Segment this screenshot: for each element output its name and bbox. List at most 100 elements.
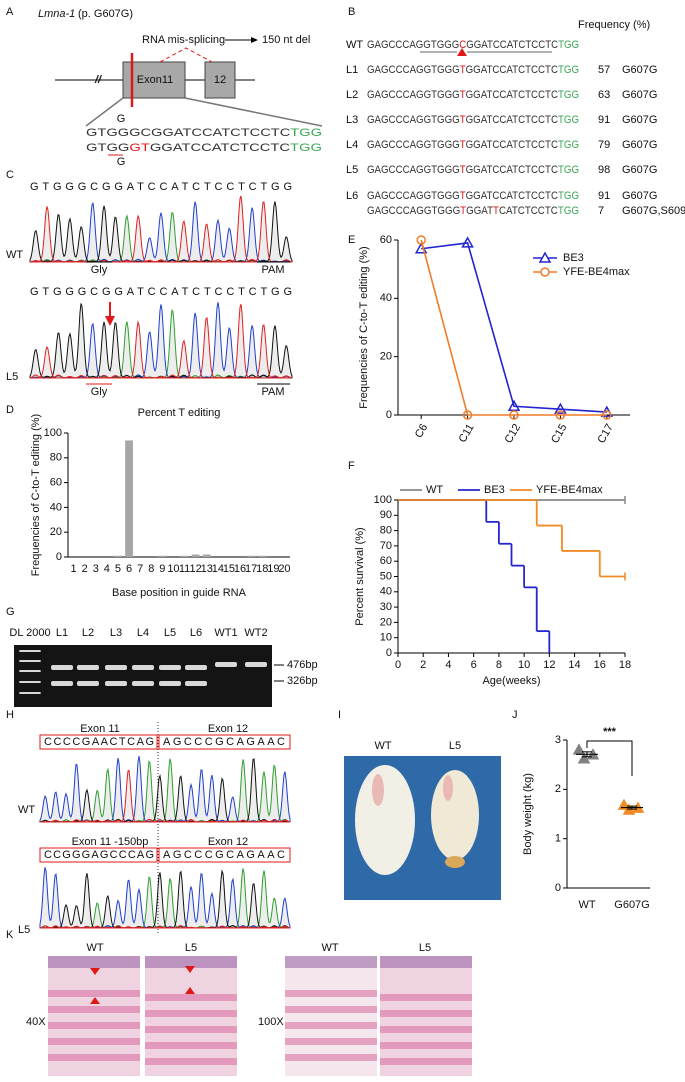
y-tick-label: 0 bbox=[386, 647, 392, 659]
tissue-top bbox=[145, 956, 237, 968]
frequency: 57 bbox=[598, 64, 610, 76]
x-tick-label: 8 bbox=[496, 659, 502, 671]
y-tick-label: 80 bbox=[380, 525, 392, 537]
gel-image bbox=[14, 645, 272, 707]
zoom-line bbox=[184, 97, 323, 127]
x-tick-label: 17 bbox=[245, 563, 257, 575]
x-axis-label: Base position in guide RNA bbox=[112, 587, 247, 599]
x-tick-label: 10 bbox=[518, 659, 530, 671]
base-calls: CCGGGAGCCCAG bbox=[44, 849, 154, 861]
tissue-band bbox=[145, 1010, 237, 1017]
x-tick-label: 9 bbox=[159, 563, 165, 575]
sequence-box bbox=[158, 847, 291, 863]
lane-label: WT1 bbox=[214, 627, 237, 639]
x-tick-label: 12 bbox=[543, 659, 555, 671]
x-tick-label: 4 bbox=[104, 563, 110, 575]
genotype: G607G bbox=[622, 139, 657, 151]
row-label: WT bbox=[346, 39, 363, 51]
panel-label: D bbox=[6, 404, 14, 416]
bar bbox=[191, 554, 200, 557]
marker bbox=[462, 410, 473, 420]
genotype: G607G bbox=[622, 190, 657, 202]
gel-band bbox=[185, 681, 207, 686]
gel-band bbox=[215, 662, 237, 667]
genotype: G607G bbox=[622, 114, 657, 126]
arrowhead-marker bbox=[185, 987, 195, 994]
sequence-part: T bbox=[460, 89, 466, 101]
row-sequence: GAGCCCAGGTGGGTGGATCCATCTCCTCTGG bbox=[367, 114, 579, 126]
gel-band bbox=[19, 660, 41, 662]
y-tick-label: 20 bbox=[50, 526, 62, 538]
target-marker bbox=[457, 48, 467, 56]
arrowhead-marker bbox=[90, 997, 100, 1004]
gel-band bbox=[19, 670, 41, 672]
sequence-part: T bbox=[460, 139, 466, 151]
tissue-band bbox=[285, 1006, 377, 1013]
sequence-part: GGATCCATCTCCTC bbox=[466, 190, 558, 202]
marker bbox=[509, 410, 519, 420]
tissue-band bbox=[145, 1058, 237, 1065]
sequence-part: GGAT bbox=[466, 205, 493, 217]
legend-label: BE3 bbox=[484, 484, 505, 496]
trace bbox=[29, 201, 293, 263]
tissue-band bbox=[48, 1054, 140, 1061]
significance-bracket bbox=[586, 740, 633, 776]
arrow-head bbox=[251, 37, 258, 43]
frequency: 7 bbox=[598, 205, 604, 217]
y-tick-label: 90 bbox=[380, 509, 392, 521]
sample-label: L5 bbox=[185, 942, 197, 954]
marker bbox=[572, 743, 586, 755]
row-sequence: GAGCCCAGGTGGGCGGATCCATCTCCTCTGG bbox=[367, 39, 579, 51]
row-label: L5 bbox=[346, 164, 358, 176]
x-tick-label: 2 bbox=[420, 659, 426, 671]
y-tick-label: 0 bbox=[386, 409, 392, 421]
marker bbox=[577, 752, 591, 764]
lane-label: L4 bbox=[137, 627, 149, 639]
base-calls: GTGGGCGGATCCATCTCCTCTGG bbox=[30, 286, 292, 298]
y-axis-label: Percent survival (%) bbox=[354, 527, 366, 625]
trace bbox=[39, 925, 291, 929]
x-tick-label: 8 bbox=[148, 563, 154, 575]
trace bbox=[39, 869, 291, 929]
x-tick-label: 5 bbox=[115, 563, 121, 575]
mutation: (p. G607G) bbox=[78, 8, 133, 20]
x-tick-label: 14 bbox=[568, 659, 580, 671]
column-header: Frequency (%) bbox=[578, 19, 650, 31]
row-label: L3 bbox=[346, 114, 358, 126]
sequence-part: TGG bbox=[558, 190, 579, 202]
exon-box bbox=[204, 61, 236, 99]
tissue-band bbox=[285, 990, 377, 997]
annotation: 150 nt del bbox=[262, 34, 310, 46]
magnification: 40X bbox=[26, 1016, 46, 1028]
zoom-line bbox=[85, 97, 124, 127]
sequence-part: TGG bbox=[558, 89, 579, 101]
tissue-band bbox=[145, 1026, 237, 1033]
x-tick-label: 16 bbox=[594, 659, 606, 671]
x-tick-label: 7 bbox=[137, 563, 143, 575]
trace-name: L5 bbox=[18, 924, 30, 936]
x-tick-label: G607G bbox=[614, 899, 649, 911]
bar bbox=[258, 555, 267, 557]
sequence-box bbox=[39, 734, 158, 750]
frequency: 63 bbox=[598, 89, 610, 101]
series-line bbox=[420, 239, 607, 416]
legend-label: BE3 bbox=[563, 252, 584, 264]
exon-label: Exon11 bbox=[137, 74, 174, 86]
frequency: 91 bbox=[598, 190, 610, 202]
sequence-part: GTGGGCGGATCCATCTCCTC bbox=[86, 127, 290, 139]
gel-band bbox=[159, 665, 181, 670]
panel-label: G bbox=[6, 606, 15, 618]
band-label: 476bp bbox=[287, 659, 318, 671]
lane-label: L2 bbox=[82, 627, 94, 639]
animal bbox=[431, 770, 479, 860]
x-tick-label: 13 bbox=[201, 563, 213, 575]
trace-name: L5 bbox=[6, 371, 18, 383]
x-tick-label: 14 bbox=[212, 563, 224, 575]
sequence-part: GGATCCATCTCCTC bbox=[466, 114, 558, 126]
panel-label: B bbox=[348, 6, 355, 18]
y-tick-label: 100 bbox=[374, 494, 392, 506]
frequency: 79 bbox=[598, 139, 610, 151]
sequence-part: TGG bbox=[558, 64, 579, 76]
x-tick-label: 19 bbox=[267, 563, 279, 575]
